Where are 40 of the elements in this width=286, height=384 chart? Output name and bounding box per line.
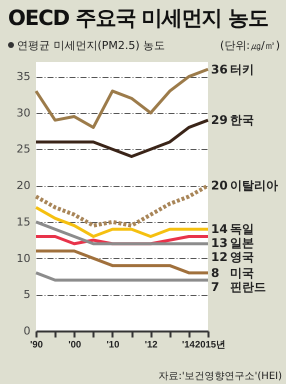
data-label: 8: [211, 266, 220, 280]
series-label: 미국: [230, 266, 254, 280]
chart-subtitle: 연평균 미세먼지(PM2.5) 농도: [17, 39, 166, 52]
data-label: 12: [211, 250, 228, 264]
data-label: 20: [211, 178, 228, 193]
line-series: [34, 184, 210, 228]
y-tick-label: 35: [16, 70, 30, 84]
data-label: 14: [211, 222, 228, 236]
line-series: [34, 206, 210, 238]
x-tick-label: '14: [182, 340, 196, 350]
data-label: 36: [211, 62, 228, 76]
y-tick-label: 20: [16, 179, 30, 192]
line-series: [34, 250, 210, 274]
x-tick-label: '00: [68, 340, 82, 350]
series-label: 일본: [230, 236, 254, 250]
y-tick-label: 10: [16, 252, 30, 265]
y-tick-label: 5: [24, 288, 30, 302]
y-tick-label: 30: [16, 106, 30, 120]
series-label: 터키: [230, 62, 254, 76]
line-series: [34, 68, 210, 129]
line-series: [34, 220, 210, 246]
chart-title: OECD 주요국 미세먼지 농도: [8, 5, 268, 32]
series-label: 한국: [230, 113, 254, 128]
x-tick-label: '12: [144, 340, 158, 350]
series-label: 이탈리아: [230, 178, 278, 193]
x-tick-label: 2015년: [194, 340, 226, 350]
data-label: 13: [211, 236, 228, 250]
data-label: 7: [211, 280, 220, 294]
series-label: 핀란드: [230, 280, 266, 294]
x-tick-label: '10: [106, 340, 120, 350]
y-tick-label: 25: [16, 142, 30, 156]
line-series: [34, 118, 210, 158]
series-label: 영국: [230, 250, 254, 264]
series-label: 독일: [230, 222, 254, 236]
y-tick-label: 15: [16, 215, 30, 228]
data-label: 29: [211, 113, 228, 128]
y-tick-label: 0: [24, 324, 30, 338]
y-axis-title: (단위:㎍/㎥): [220, 38, 280, 53]
text: 자료:'보건영향연구소'(HEI): [158, 370, 282, 383]
x-tick-label: '90: [30, 340, 43, 350]
